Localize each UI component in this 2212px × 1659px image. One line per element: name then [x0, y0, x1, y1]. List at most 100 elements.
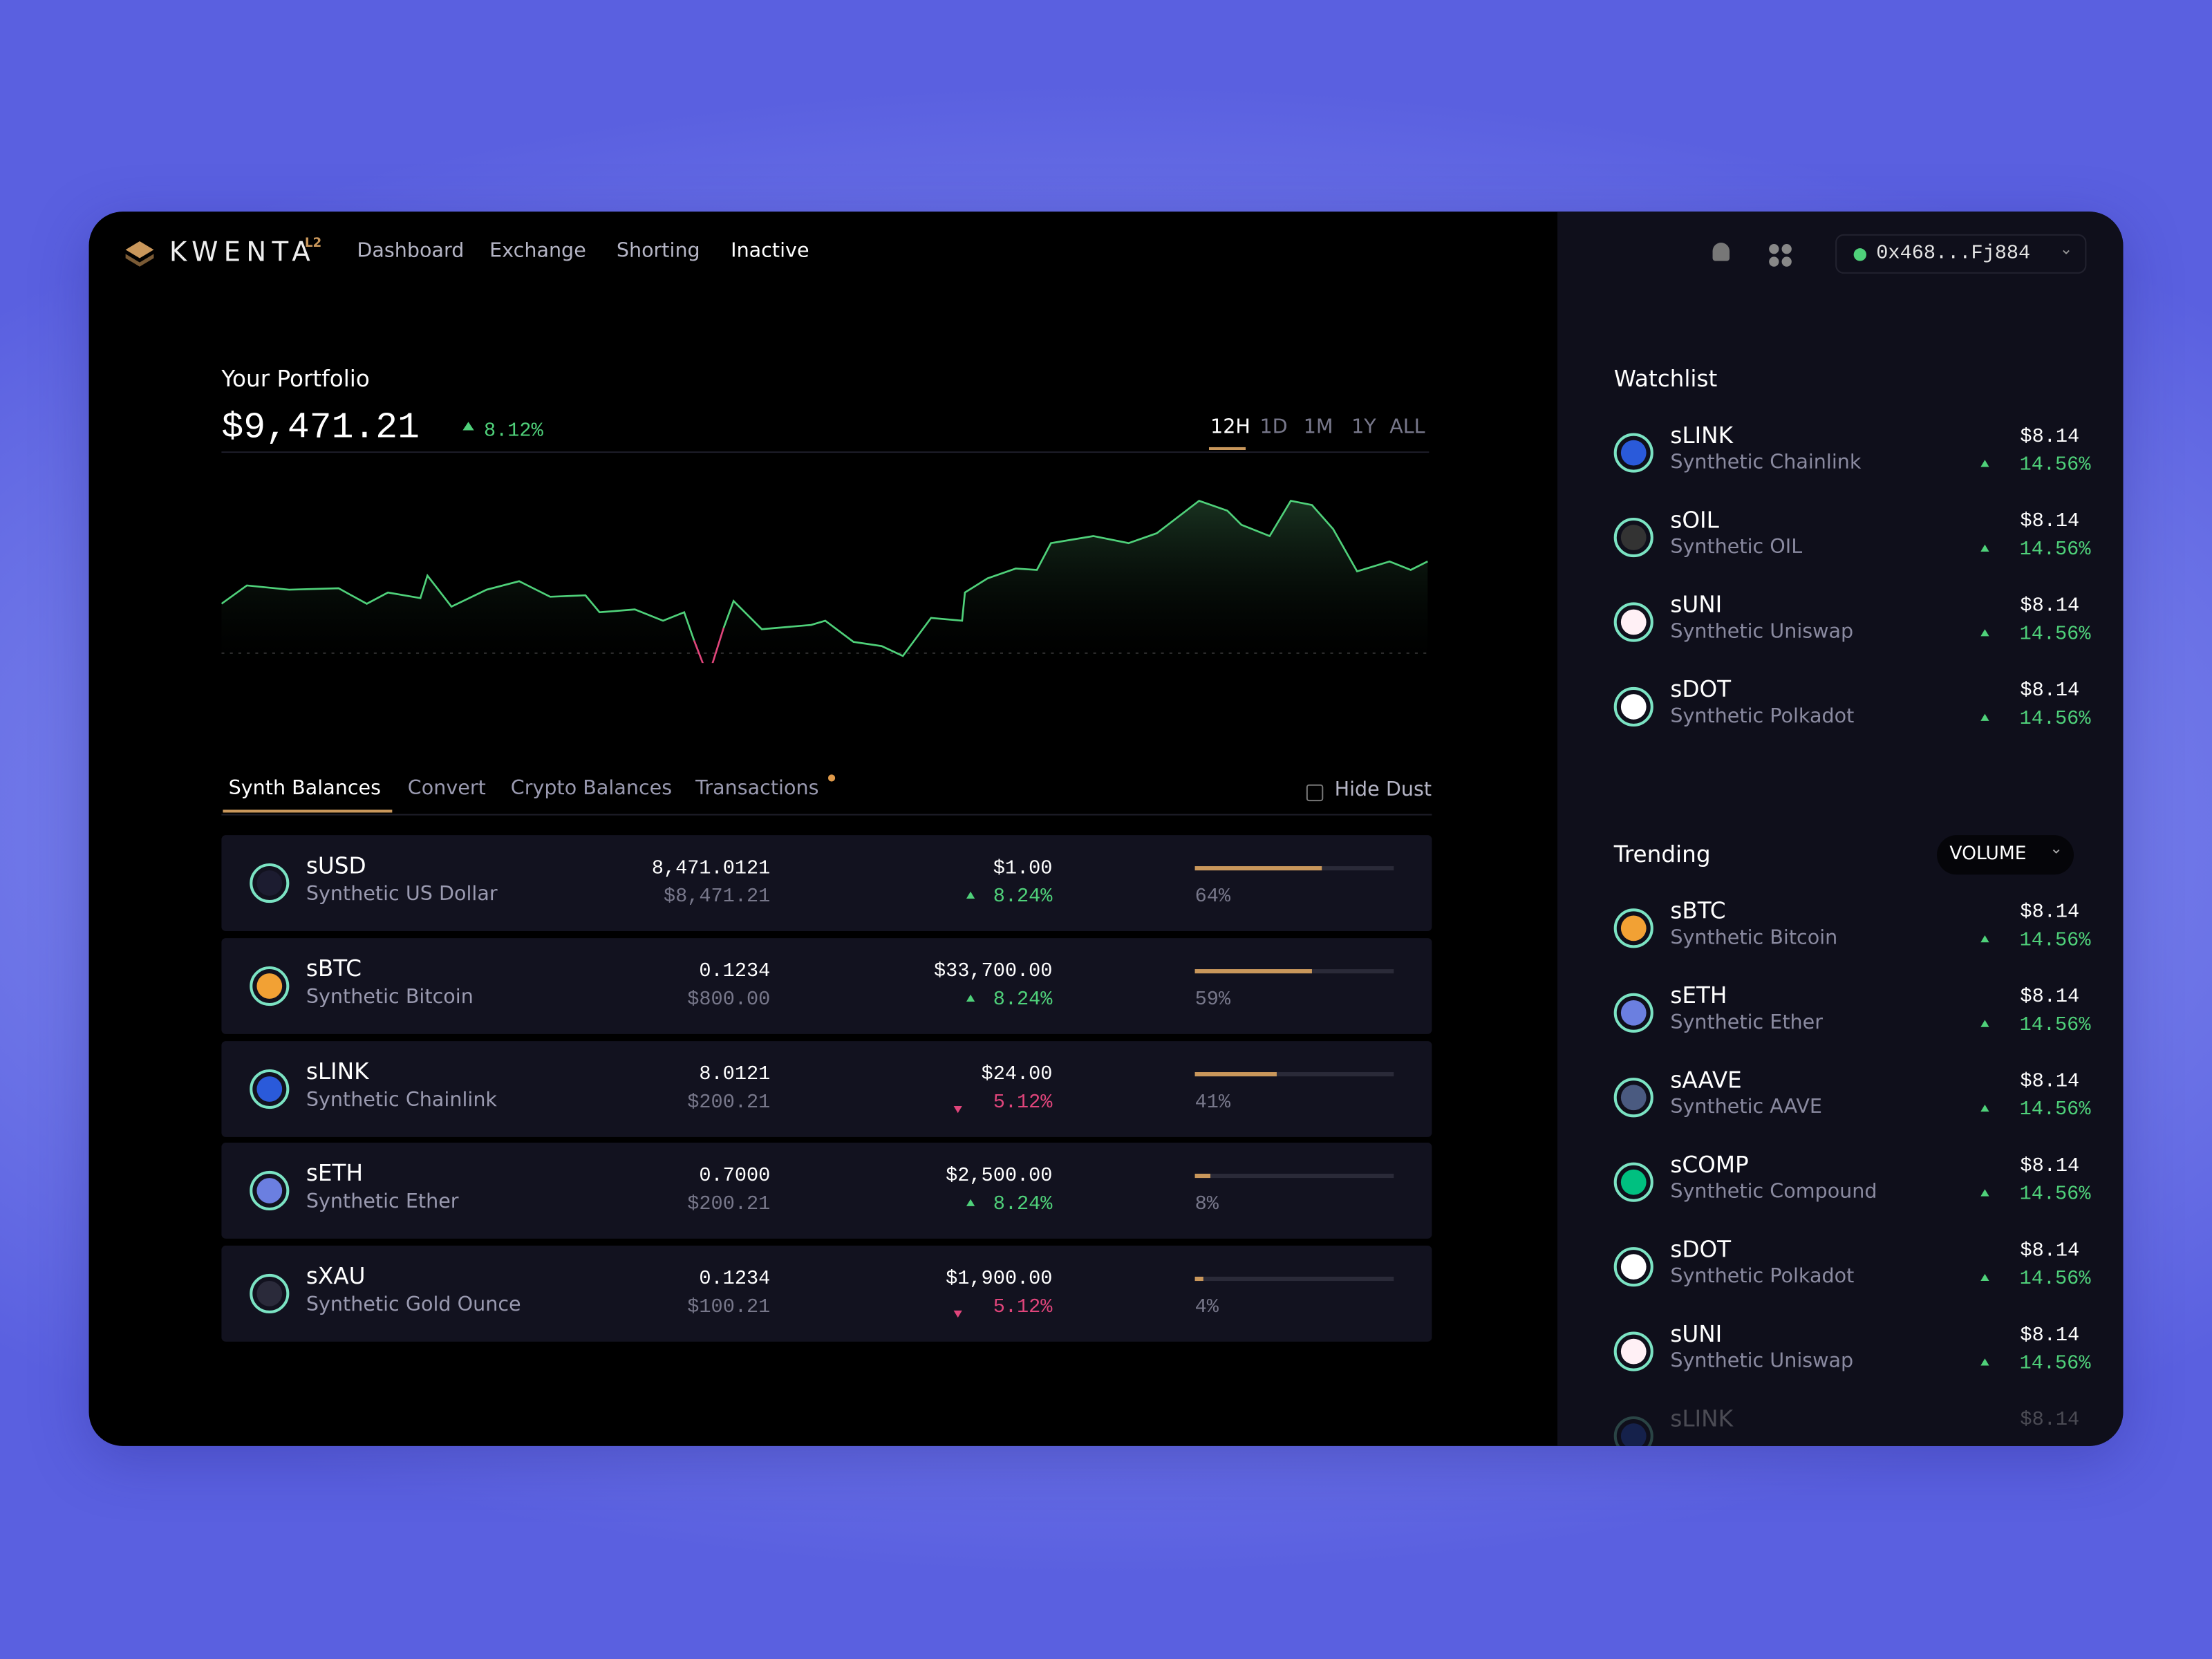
share-track	[1194, 1174, 1394, 1179]
asset-icon	[250, 966, 290, 1006]
price-change: 14.56%	[2019, 1353, 2091, 1376]
share-label: 41%	[1194, 1091, 1231, 1114]
asset-icon	[250, 1171, 290, 1211]
down-arrow	[953, 1311, 962, 1318]
up-arrow	[1980, 1273, 1989, 1282]
asset-icon	[250, 863, 290, 903]
up-arrow	[966, 891, 975, 899]
amount: 0.1234	[699, 960, 771, 984]
chevron: ⌄	[2050, 839, 2063, 858]
divider	[221, 814, 1432, 816]
portfolio-value: $9,471.21	[221, 406, 420, 449]
tab[interactable]: Crypto Balances	[510, 777, 673, 800]
wallet-button[interactable]: 0x468...Fj884 ⌄	[1835, 234, 2087, 274]
up-arrow	[1980, 629, 1989, 637]
asset-symbol: sDOT	[1670, 1235, 1732, 1263]
price: $8.14	[2020, 1324, 2080, 1347]
range-tab[interactable]: 1M	[1303, 416, 1333, 439]
price-change: 14.56%	[2019, 929, 2091, 953]
price: $1.00	[993, 857, 1053, 881]
asset-name: Synthetic AAVE	[1670, 1096, 1822, 1119]
share-bar	[1194, 1071, 1277, 1076]
nav-link[interactable]: Shorting	[616, 239, 700, 263]
list-item[interactable]: sDOT Synthetic Polkadot $8.14 14.56%	[1611, 1235, 2091, 1306]
balance-row[interactable]: sBTC Synthetic Bitcoin 0.1234 $800.00 $33,70…	[221, 937, 1432, 1034]
asset-symbol: sLINK	[306, 1057, 369, 1085]
checkbox[interactable]	[1306, 784, 1324, 802]
nav-link[interactable]: Exchange	[489, 239, 586, 263]
asset-name: Synthetic Chainlink	[306, 1088, 497, 1112]
up-arrow	[1980, 1358, 1989, 1366]
asset-icon	[1613, 1247, 1653, 1287]
price-change: 5.12%	[993, 1296, 1053, 1320]
share-label: 4%	[1194, 1296, 1219, 1320]
price: $1,900.00	[946, 1268, 1053, 1291]
range-tab[interactable]: 1Y	[1351, 416, 1376, 439]
apps-icon[interactable]	[1769, 244, 1792, 267]
list-item[interactable]: sAAVE Synthetic AAVE $8.14 14.56%	[1611, 1067, 2090, 1137]
tab[interactable]: Synth Balances	[228, 777, 382, 800]
list-item[interactable]: sUNI Synthetic Uniswap $8.14 14.56%	[1611, 1320, 2091, 1391]
price: $8.14	[2020, 679, 2080, 703]
down-arrow	[953, 1105, 962, 1113]
range-tab[interactable]: 1D	[1259, 416, 1288, 439]
up-arrow	[1980, 544, 1989, 552]
share-bar	[1194, 1174, 1211, 1179]
tab[interactable]: Transactions	[695, 777, 819, 800]
section-title: Watchlist	[1613, 365, 1718, 393]
amount-usd: $100.21	[687, 1296, 771, 1320]
tab[interactable]: Convert	[407, 777, 486, 800]
balance-row[interactable]: sXAU Synthetic Gold Ounce 0.1234 $100.21 $1,…	[221, 1246, 1432, 1342]
app-window: KWENTA L2 Dashboard Exchange Shorting Inactiv…	[88, 212, 2124, 1446]
list-item[interactable]: sLINK Synthetic Chainlink $8.14 14.56%	[1611, 422, 2090, 492]
asset-icon	[250, 1274, 290, 1314]
list-item[interactable]: sBTC Synthetic Bitcoin $8.14 14.56%	[1611, 897, 2091, 968]
share-bar	[1194, 968, 1313, 973]
nav-link[interactable]: Inactive	[731, 239, 809, 263]
asset-icon	[1613, 686, 1653, 727]
portfolio-sparkline	[221, 500, 1430, 664]
bell-icon[interactable]	[1712, 243, 1730, 261]
nav-link[interactable]: Dashboard	[357, 239, 465, 263]
asset-name: Synthetic Chainlink	[1670, 451, 1862, 474]
asset-symbol: sUNI	[1670, 591, 1723, 618]
side-panel	[1557, 212, 2124, 1446]
asset-symbol: sBTC	[1670, 897, 1726, 924]
apps-dot	[1781, 244, 1792, 254]
balance-row[interactable]: sUSD Synthetic US Dollar 8,471.0121 $8,471.…	[221, 835, 1432, 931]
notification-dot	[827, 774, 836, 782]
amount-usd: $200.21	[687, 1194, 771, 1217]
price-change: 8.24%	[993, 988, 1053, 1011]
price-change: 14.56%	[2019, 1268, 2091, 1291]
balance-row[interactable]: sETH Synthetic Ether 0.7000 $200.21 $2,500.0…	[221, 1143, 1432, 1239]
status-dot	[1853, 248, 1866, 261]
up-arrow	[1980, 1020, 1989, 1027]
up-arrow	[1980, 1189, 1989, 1197]
asset-icon	[1613, 993, 1653, 1033]
balance-row[interactable]: sLINK Synthetic Chainlink 8.0121 $200.21 $24…	[221, 1040, 1432, 1137]
price-change: 14.56%	[2019, 1014, 2091, 1037]
price-change: 5.12%	[993, 1091, 1053, 1114]
list-item[interactable]: sDOT Synthetic Polkadot $8.14 14.56%	[1611, 676, 2090, 747]
hide-dust[interactable]: Hide Dust	[1334, 778, 1432, 802]
list-item[interactable]: sCOMP Synthetic Compound $8.14 14.56%	[1611, 1151, 2090, 1221]
asset-name: Synthetic US Dollar	[306, 883, 498, 906]
sort-button[interactable]: VOLUME ⌄	[1937, 835, 2074, 875]
price: $8.14	[2020, 1239, 2080, 1263]
range-tab[interactable]: 12H	[1210, 416, 1250, 439]
tab-underline	[223, 809, 393, 813]
price: $33,700.00	[933, 960, 1053, 984]
share-bar	[1194, 866, 1322, 871]
asset-name: Synthetic Gold Ounce	[306, 1293, 521, 1317]
apps-dot	[1769, 256, 1779, 267]
asset-symbol: sETH	[306, 1160, 363, 1188]
asset-name: Synthetic Bitcoin	[1670, 926, 1838, 950]
list-item[interactable]: sUNI Synthetic Uniswap $8.14 14.56%	[1611, 591, 2090, 662]
range-tab[interactable]: ALL	[1389, 416, 1425, 439]
price-change: 8.24%	[993, 1194, 1053, 1217]
amount-usd: $800.00	[687, 988, 771, 1011]
list-item[interactable]: sOIL Synthetic OIL $8.14 14.56%	[1611, 507, 2090, 577]
price: $8.14	[2020, 1070, 2080, 1094]
list-item[interactable]: sETH Synthetic Ether $8.14 14.56%	[1611, 982, 2091, 1052]
list-item[interactable]: sLINK $8.14	[1611, 1405, 2091, 1446]
